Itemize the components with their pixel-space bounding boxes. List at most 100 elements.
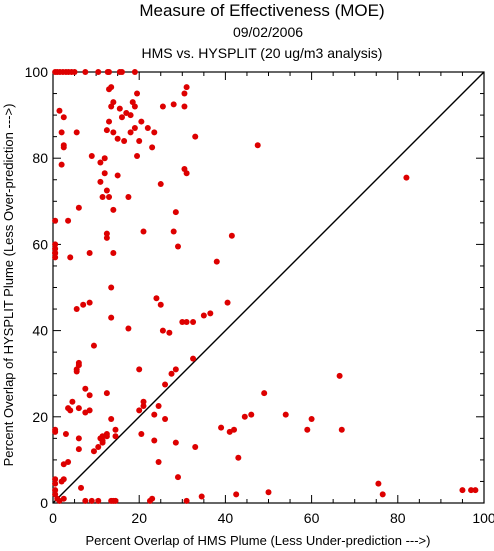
data-point — [114, 172, 121, 179]
data-point — [183, 170, 190, 177]
data-point — [138, 118, 145, 125]
chart-title: Measure of Effectiveness (MOE) — [139, 1, 384, 20]
y-tick-label: 0 — [40, 495, 48, 511]
data-point — [125, 193, 132, 200]
data-point — [82, 497, 89, 504]
data-point — [127, 129, 134, 136]
data-point — [52, 241, 59, 248]
data-point — [149, 144, 156, 151]
data-point — [159, 103, 166, 110]
x-tick-label: 100 — [472, 510, 494, 526]
y-tick-label: 100 — [25, 64, 49, 80]
data-point — [71, 69, 78, 75]
data-point — [58, 161, 65, 168]
data-point — [65, 459, 72, 466]
data-point — [110, 99, 117, 106]
data-point — [308, 415, 315, 422]
data-point — [181, 103, 188, 110]
data-point — [108, 415, 115, 422]
data-points — [52, 69, 479, 504]
data-point — [90, 342, 97, 349]
data-point — [80, 301, 87, 308]
data-point — [140, 403, 147, 410]
chart-date: 09/02/2006 — [233, 24, 303, 40]
data-point — [110, 250, 117, 257]
data-point — [155, 403, 162, 410]
data-point — [99, 193, 106, 200]
data-point — [106, 118, 113, 125]
data-point — [69, 398, 76, 405]
data-point — [159, 327, 166, 334]
data-point — [112, 433, 119, 440]
data-point — [118, 114, 125, 121]
data-point — [121, 137, 128, 144]
data-point — [134, 153, 141, 160]
data-point — [75, 405, 82, 412]
data-point — [112, 426, 119, 433]
data-point — [172, 209, 179, 216]
y-axis-label: Percent Overlap of HYSPLIT Plume (Less O… — [1, 104, 16, 467]
data-point — [190, 318, 197, 325]
data-point — [60, 495, 67, 502]
data-point — [131, 69, 138, 75]
data-point — [228, 232, 235, 239]
data-point — [213, 258, 220, 265]
data-point — [101, 155, 108, 162]
data-point — [65, 217, 72, 224]
data-point — [103, 390, 110, 397]
axis-ticks: 0 20 40 60 80 100 0 20 40 60 80 100 — [25, 64, 494, 526]
data-point — [110, 206, 117, 213]
data-point — [67, 254, 74, 261]
data-point — [86, 250, 93, 257]
data-point — [103, 187, 110, 194]
data-point — [60, 114, 67, 121]
data-point — [52, 250, 59, 257]
data-point — [97, 178, 104, 185]
data-point — [52, 245, 59, 252]
data-point — [140, 228, 147, 235]
data-point — [468, 487, 475, 494]
data-point — [60, 144, 67, 151]
data-point — [110, 129, 117, 136]
data-point — [151, 129, 158, 136]
x-tick-label: 20 — [131, 510, 147, 526]
data-point — [459, 487, 466, 494]
data-point — [170, 228, 177, 235]
data-point — [233, 491, 240, 498]
y-tick-label: 60 — [32, 236, 48, 252]
data-point — [112, 497, 119, 504]
data-point — [153, 295, 160, 302]
data-point — [52, 476, 59, 483]
data-point — [52, 480, 59, 487]
data-point — [114, 135, 121, 142]
data-point — [166, 329, 173, 336]
data-point — [336, 372, 343, 379]
data-point — [379, 491, 386, 498]
data-point — [248, 411, 255, 418]
data-point — [56, 107, 63, 114]
data-point — [136, 366, 143, 373]
data-point — [127, 112, 134, 119]
data-point — [304, 426, 311, 433]
data-point — [235, 454, 242, 461]
data-point — [90, 448, 97, 455]
data-point — [108, 284, 115, 291]
data-point — [106, 69, 113, 75]
data-point — [472, 487, 479, 494]
data-point — [95, 443, 102, 450]
data-point — [261, 390, 268, 397]
data-point — [125, 325, 132, 332]
data-point — [157, 301, 164, 308]
data-point — [62, 431, 69, 438]
data-point — [136, 137, 143, 144]
data-point — [88, 153, 95, 160]
data-point — [99, 439, 106, 446]
data-point — [338, 426, 345, 433]
data-point — [207, 310, 214, 317]
data-point — [60, 476, 67, 483]
data-point — [86, 407, 93, 414]
data-point — [103, 127, 110, 134]
data-point — [86, 392, 93, 399]
data-point — [224, 299, 231, 306]
